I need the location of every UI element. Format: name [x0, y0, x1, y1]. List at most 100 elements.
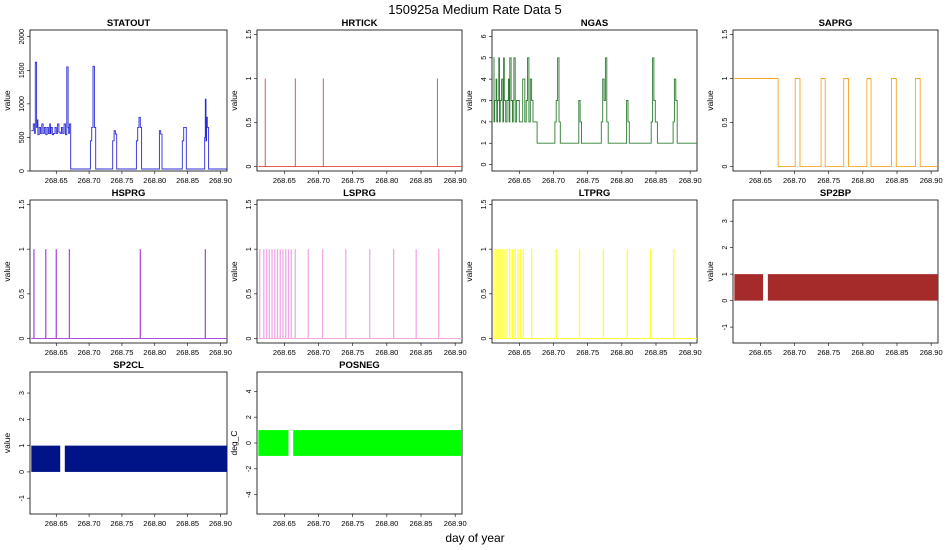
- chart-panel-hsprg: HSPRG value 0 0.5 1 1.5 268.65 268.70 268.75 268.…: [2, 188, 232, 357]
- x-tick-label: 268.85: [645, 348, 668, 357]
- y-axis-label: value: [2, 90, 12, 111]
- x-tick-label: 268.90: [679, 176, 702, 185]
- chart-panel-ngas: NGAS value 0 1 2 3 4 5 6 268.65 268.70 268.75 268.80…: [464, 18, 702, 185]
- x-tick-label: 268.65: [749, 348, 772, 357]
- plot-frame: [256, 29, 463, 172]
- y-tick-label: 3: [481, 98, 488, 102]
- x-tick-label: 268.70: [78, 519, 101, 528]
- series-band: [767, 274, 938, 301]
- y-tick-label: 0: [246, 441, 253, 445]
- x-tick-label: 268.90: [444, 348, 467, 357]
- x-tick-label: 268.75: [110, 348, 133, 357]
- x-tick-label: 268.85: [410, 348, 433, 357]
- y-tick-label: 1000: [19, 96, 26, 112]
- y-tick-label: 2: [19, 417, 26, 421]
- x-tick-label: 268.85: [176, 348, 199, 357]
- x-tick-label: 268.65: [45, 176, 68, 185]
- x-tick-label: 268.70: [307, 519, 330, 528]
- y-axis-label: value: [2, 261, 12, 282]
- y-axis-label: value: [705, 90, 715, 111]
- panel-title: STATOUT: [107, 18, 150, 29]
- y-axis-label: value: [464, 90, 474, 111]
- x-tick-label: 268.75: [576, 176, 599, 185]
- plot-frame: [491, 199, 698, 344]
- x-tick-label: 268.65: [45, 519, 68, 528]
- x-tick-label: 268.85: [645, 176, 668, 185]
- x-tick-label: 268.80: [143, 519, 166, 528]
- series-line: [734, 78, 938, 168]
- y-tick-label: 1.5: [481, 199, 488, 209]
- y-axis-label: value: [705, 261, 715, 282]
- chart-panel-hrtick: HRTICK value 0 0.5 1 1.5 268.65 268.70 268.75 268…: [229, 18, 467, 185]
- y-tick-label: 1: [722, 76, 729, 80]
- series-line: [493, 57, 697, 144]
- series-band: [734, 274, 764, 301]
- chart-panel-sp2bp: SP2BP value -1 0 1 2 3 268.65 268.70 268.75 268.80…: [705, 188, 943, 357]
- y-tick-label: 0: [722, 299, 729, 303]
- y-axis-label: deg_C: [229, 430, 239, 455]
- y-tick-label: 1.5: [19, 199, 26, 209]
- y-axis-label: value: [229, 90, 239, 111]
- y-tick-label: 3: [19, 391, 26, 395]
- panel-title: HSPRG: [112, 188, 146, 199]
- x-tick-label: 268.65: [508, 176, 531, 185]
- panel-title: SAPRG: [819, 18, 853, 29]
- y-tick-label: 0.5: [19, 289, 26, 299]
- series-band: [293, 430, 462, 456]
- x-tick-label: 268.70: [78, 176, 101, 185]
- x-tick-label: 268.85: [410, 519, 433, 528]
- x-tick-label: 268.70: [783, 176, 806, 185]
- y-tick-label: 1: [246, 76, 253, 80]
- x-tick-label: 268.70: [542, 348, 565, 357]
- x-tick-label: 268.65: [273, 519, 296, 528]
- plot-frame: [732, 199, 939, 344]
- x-tick-label: 268.75: [110, 176, 133, 185]
- figure-title: 150925a Medium Rate Data 5: [388, 2, 562, 17]
- y-tick-label: 0: [19, 169, 26, 173]
- x-axis-label: day of year: [445, 531, 505, 545]
- plot-frame: [29, 29, 228, 172]
- y-tick-label: 0: [722, 165, 729, 169]
- plot-frame: [732, 29, 939, 172]
- panel-title: HRTICK: [342, 18, 378, 29]
- x-tick-label: 268.90: [920, 176, 943, 185]
- series-band: [258, 430, 289, 456]
- y-tick-label: 2: [246, 415, 253, 419]
- x-tick-label: 268.65: [273, 348, 296, 357]
- y-tick-label: 0.5: [481, 289, 488, 299]
- y-tick-label: 0: [246, 165, 253, 169]
- x-tick-label: 268.85: [886, 348, 909, 357]
- chart-panel-posneg: POSNEG deg_C -4 -2 0 2 4 268.65 268.70 268.75 268.…: [229, 360, 467, 528]
- y-tick-label: 500: [19, 131, 26, 143]
- x-tick-label: 268.75: [341, 519, 364, 528]
- x-tick-label: 268.80: [610, 348, 633, 357]
- y-tick-label: -4: [246, 491, 253, 497]
- panel-title: LSPRG: [343, 188, 376, 199]
- plot-frame: [29, 199, 228, 344]
- x-tick-label: 268.90: [209, 176, 232, 185]
- panel-title: SP2BP: [820, 188, 852, 199]
- y-tick-label: 4: [246, 389, 253, 393]
- plot-frame: [256, 199, 463, 344]
- x-tick-label: 268.75: [341, 176, 364, 185]
- y-tick-label: 0.5: [246, 289, 253, 299]
- y-tick-label: 6: [481, 34, 488, 38]
- y-tick-label: 5: [481, 56, 488, 60]
- x-tick-label: 268.80: [143, 348, 166, 357]
- plot-frame: [29, 371, 228, 515]
- x-tick-label: 268.85: [176, 519, 199, 528]
- y-tick-label: 1: [481, 141, 488, 145]
- x-tick-label: 268.65: [508, 348, 531, 357]
- y-tick-label: 1.5: [246, 29, 253, 39]
- x-tick-label: 268.80: [375, 348, 398, 357]
- x-tick-label: 268.85: [886, 176, 909, 185]
- x-tick-label: 268.75: [576, 348, 599, 357]
- series-band: [31, 445, 61, 472]
- chart-panel-lsprg: LSPRG value 0 0.5 1 1.5 268.65 268.70 268.75 268.…: [229, 188, 467, 357]
- y-tick-label: 1: [19, 444, 26, 448]
- chart-panel-statout: STATOUT value 0 500 1000 1500 2000 268.65 268.70…: [2, 18, 232, 185]
- x-tick-label: 268.70: [78, 348, 101, 357]
- y-tick-label: 4: [481, 77, 488, 81]
- x-tick-label: 268.85: [176, 176, 199, 185]
